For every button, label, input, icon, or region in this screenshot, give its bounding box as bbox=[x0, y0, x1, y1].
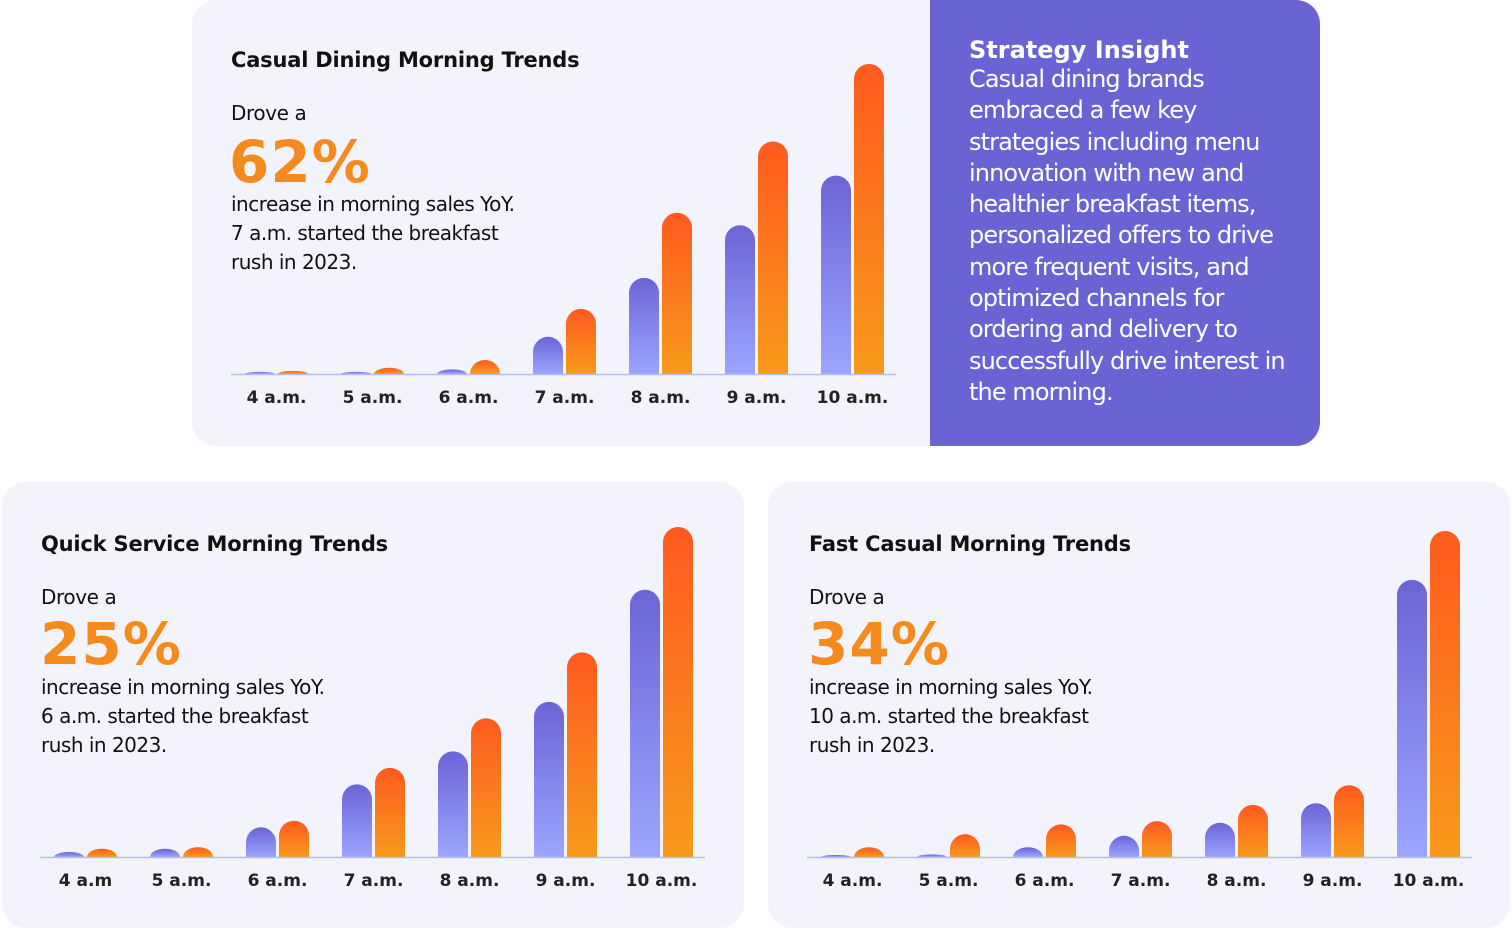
fast-casual-bar-b-5 bbox=[1238, 804, 1268, 857]
strategy-insight-panel: Strategy Insight Casual dining brands em… bbox=[930, 0, 1320, 446]
casual-dining-tick-label-2: 5 a.m. bbox=[343, 388, 403, 408]
quick-service-tick-label-6: 9 a.m. bbox=[536, 871, 596, 891]
casual-dining-card: Casual Dining Morning Trends Drove a 62%… bbox=[192, 0, 1320, 446]
quick-service-chart: 4 a.m 5 a.m. 6 a.m. 7 a.m. 8 a.m. 9 a.m. 10 a.… bbox=[40, 527, 705, 891]
fast-casual-bar-b-4 bbox=[1142, 821, 1172, 857]
quick-service-bar-b-3 bbox=[279, 820, 309, 857]
fast-casual-bar-b-3 bbox=[1046, 824, 1076, 857]
quick-service-tick-label-5: 8 a.m. bbox=[440, 871, 500, 891]
quick-service-bar-b-1 bbox=[87, 848, 117, 857]
casual-dining-bar-a-3 bbox=[437, 369, 467, 374]
casual-dining-tick-label-6: 9 a.m. bbox=[727, 388, 787, 408]
quick-service-title: Quick Service Morning Trends bbox=[41, 532, 388, 556]
quick-service-stat: 25% bbox=[40, 610, 182, 678]
fast-casual-chart: 4 a.m. 5 a.m. 6 a.m. 7 a.m. 8 a.m. 9 a.m. 10 a… bbox=[807, 531, 1472, 891]
casual-dining-bar-b-3 bbox=[470, 360, 500, 374]
quick-service-bar-a-2 bbox=[150, 848, 180, 857]
fast-casual-tick-label-6: 9 a.m. bbox=[1303, 871, 1363, 891]
fast-casual-tick-label-2: 5 a.m. bbox=[919, 871, 979, 891]
casual-dining-bar-a-2 bbox=[341, 371, 371, 374]
casual-dining-bar-b-2 bbox=[374, 367, 404, 374]
fast-casual-bar-a-4 bbox=[1109, 835, 1139, 857]
quick-service-bar-a-5 bbox=[438, 751, 468, 857]
fast-casual-tick-label-7: 10 a.m. bbox=[1393, 871, 1465, 891]
fast-casual-bar-a-2 bbox=[917, 854, 947, 857]
quick-service-tick-label-1: 4 a.m bbox=[59, 871, 112, 891]
fast-casual-description: increase in morning sales YoY. 10 a.m. s… bbox=[809, 675, 1093, 757]
casual-dining-bar-b-5 bbox=[662, 212, 692, 374]
quick-service-bar-b-2 bbox=[183, 847, 213, 857]
quick-service-lead: Drove a bbox=[41, 585, 117, 609]
casual-dining-bar-b-4 bbox=[566, 308, 596, 374]
fast-casual-bar-a-3 bbox=[1013, 847, 1043, 857]
quick-service-description: increase in morning sales YoY. 6 a.m. st… bbox=[41, 675, 325, 757]
casual-dining-bar-a-5 bbox=[629, 277, 659, 374]
casual-dining-stat: 62% bbox=[229, 128, 371, 196]
quick-service-bar-b-7 bbox=[663, 527, 693, 857]
quick-service-bar-b-6 bbox=[567, 652, 597, 857]
fast-casual-bar-a-7 bbox=[1397, 579, 1427, 857]
strategy-insight-title: Strategy Insight bbox=[969, 36, 1189, 64]
fast-casual-bar-a-6 bbox=[1301, 803, 1331, 857]
fast-casual-tick-label-1: 4 a.m. bbox=[823, 871, 883, 891]
fast-casual-bar-b-2 bbox=[950, 834, 980, 857]
fast-casual-bar-a-5 bbox=[1205, 822, 1235, 857]
quick-service-card: Quick Service Morning Trends Drove a 25%… bbox=[2, 482, 744, 928]
fast-casual-bar-b-6 bbox=[1334, 785, 1364, 857]
fast-casual-bar-a-1 bbox=[821, 855, 851, 857]
casual-dining-bar-b-6 bbox=[758, 141, 788, 374]
fast-casual-card: Fast Casual Morning Trends Drove a 34% i… bbox=[768, 482, 1510, 928]
quick-service-bar-a-6 bbox=[534, 701, 564, 857]
casual-dining-tick-label-5: 8 a.m. bbox=[631, 388, 691, 408]
quick-service-bar-a-3 bbox=[246, 827, 276, 857]
casual-dining-title: Casual Dining Morning Trends bbox=[231, 48, 580, 72]
quick-service-bar-a-4 bbox=[342, 784, 372, 857]
fast-casual-title: Fast Casual Morning Trends bbox=[809, 532, 1131, 556]
casual-dining-bar-a-4 bbox=[533, 336, 563, 374]
fast-casual-tick-label-4: 7 a.m. bbox=[1111, 871, 1171, 891]
fast-casual-tick-label-3: 6 a.m. bbox=[1015, 871, 1075, 891]
casual-dining-bar-a-6 bbox=[725, 225, 755, 374]
casual-dining-chart: 4 a.m. 5 a.m. 6 a.m. 7 a.m. 8 a.m. 9 a.m. 10 a… bbox=[231, 64, 896, 408]
casual-dining-description: increase in morning sales YoY. 7 a.m. st… bbox=[231, 192, 515, 274]
casual-dining-lead: Drove a bbox=[231, 101, 307, 125]
fast-casual-bar-b-7 bbox=[1430, 531, 1460, 857]
fast-casual-bar-b-1 bbox=[854, 847, 884, 857]
quick-service-bar-b-4 bbox=[375, 767, 405, 857]
fast-casual-stat: 34% bbox=[808, 610, 950, 678]
quick-service-bar-a-1 bbox=[54, 852, 84, 857]
casual-dining-bar-a-1 bbox=[245, 371, 275, 374]
casual-dining-tick-label-1: 4 a.m. bbox=[247, 388, 307, 408]
casual-dining-bar-b-1 bbox=[278, 370, 308, 374]
quick-service-tick-label-4: 7 a.m. bbox=[344, 871, 404, 891]
casual-dining-tick-label-3: 6 a.m. bbox=[439, 388, 499, 408]
quick-service-bar-b-5 bbox=[471, 718, 501, 857]
casual-dining-tick-label-7: 10 a.m. bbox=[817, 388, 889, 408]
fast-casual-lead: Drove a bbox=[809, 585, 885, 609]
fast-casual-tick-label-5: 8 a.m. bbox=[1207, 871, 1267, 891]
casual-dining-bar-a-7 bbox=[821, 175, 851, 374]
quick-service-tick-label-2: 5 a.m. bbox=[152, 871, 212, 891]
casual-dining-bar-b-7 bbox=[854, 64, 884, 374]
strategy-insight-body: Casual dining brands embraced a few key … bbox=[969, 65, 1286, 406]
quick-service-tick-label-3: 6 a.m. bbox=[248, 871, 308, 891]
casual-dining-tick-label-4: 7 a.m. bbox=[535, 388, 595, 408]
quick-service-bar-a-7 bbox=[630, 589, 660, 857]
quick-service-tick-label-7: 10 a.m. bbox=[626, 871, 698, 891]
